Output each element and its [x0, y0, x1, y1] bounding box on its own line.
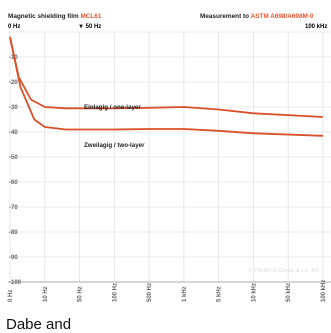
- cutoff-caption: Dabe and: [6, 316, 72, 333]
- x-tick-label: 0 Hz: [8, 290, 14, 302]
- marker-50hz: ▼ 50 Hz: [78, 24, 101, 30]
- x-axis-ticks: 0 Hz 10 Hz 50 Hz 100 Hz 500 Hz 1 kHz 5 kHz 10 k…: [8, 280, 327, 302]
- product-name: MCL61: [80, 13, 101, 20]
- series-line-2: [9, 36, 324, 137]
- left-header-title: Magnetic shielding film MCL61: [8, 13, 102, 20]
- y-tick-label: -100: [9, 280, 22, 286]
- y-tick-label: -40: [9, 130, 18, 136]
- x-tick-label: 5 kHz: [217, 286, 223, 302]
- grid: [8, 31, 331, 283]
- series-lines: [9, 36, 324, 137]
- y-tick-label: -90: [9, 255, 18, 261]
- x-tick-label: 50 Hz: [78, 286, 84, 302]
- label-two-layer: Zweilagig / two-layer: [84, 142, 145, 149]
- copyright-text: © VSHIELD GmbH & Co. KG: [248, 267, 319, 274]
- y-tick-label: -30: [9, 105, 18, 111]
- x-tick-label: 1 kHz: [182, 286, 188, 302]
- x-tick-label: 100 kHz: [321, 280, 327, 302]
- series-line-1: [9, 36, 324, 118]
- x-tick-label: 50 kHz: [286, 283, 292, 302]
- x-tick-label: 10 Hz: [43, 286, 49, 302]
- right-header-title: Measurement to ASTM A698/A698M-0: [200, 13, 314, 20]
- y-axis-ticks: -10-20-30-40-50-60-70-80-90-100: [9, 55, 22, 286]
- y-tick-label: -80: [9, 230, 18, 236]
- standard-name: ASTM A698/A698M-0: [251, 13, 314, 20]
- y-tick-label: -70: [9, 205, 18, 211]
- label-one-layer: Einlagig / one-layer: [84, 104, 141, 111]
- y-tick-label: -50: [9, 155, 18, 161]
- marker-100khz: 100 kHz: [305, 24, 327, 30]
- y-tick-label: -20: [9, 80, 18, 86]
- x-tick-label: 500 Hz: [147, 283, 153, 302]
- marker-0hz: 0 Hz: [8, 24, 20, 30]
- x-tick-label: 10 kHz: [251, 283, 257, 302]
- y-tick-label: -60: [9, 180, 18, 186]
- x-tick-label: 100 Hz: [112, 283, 118, 302]
